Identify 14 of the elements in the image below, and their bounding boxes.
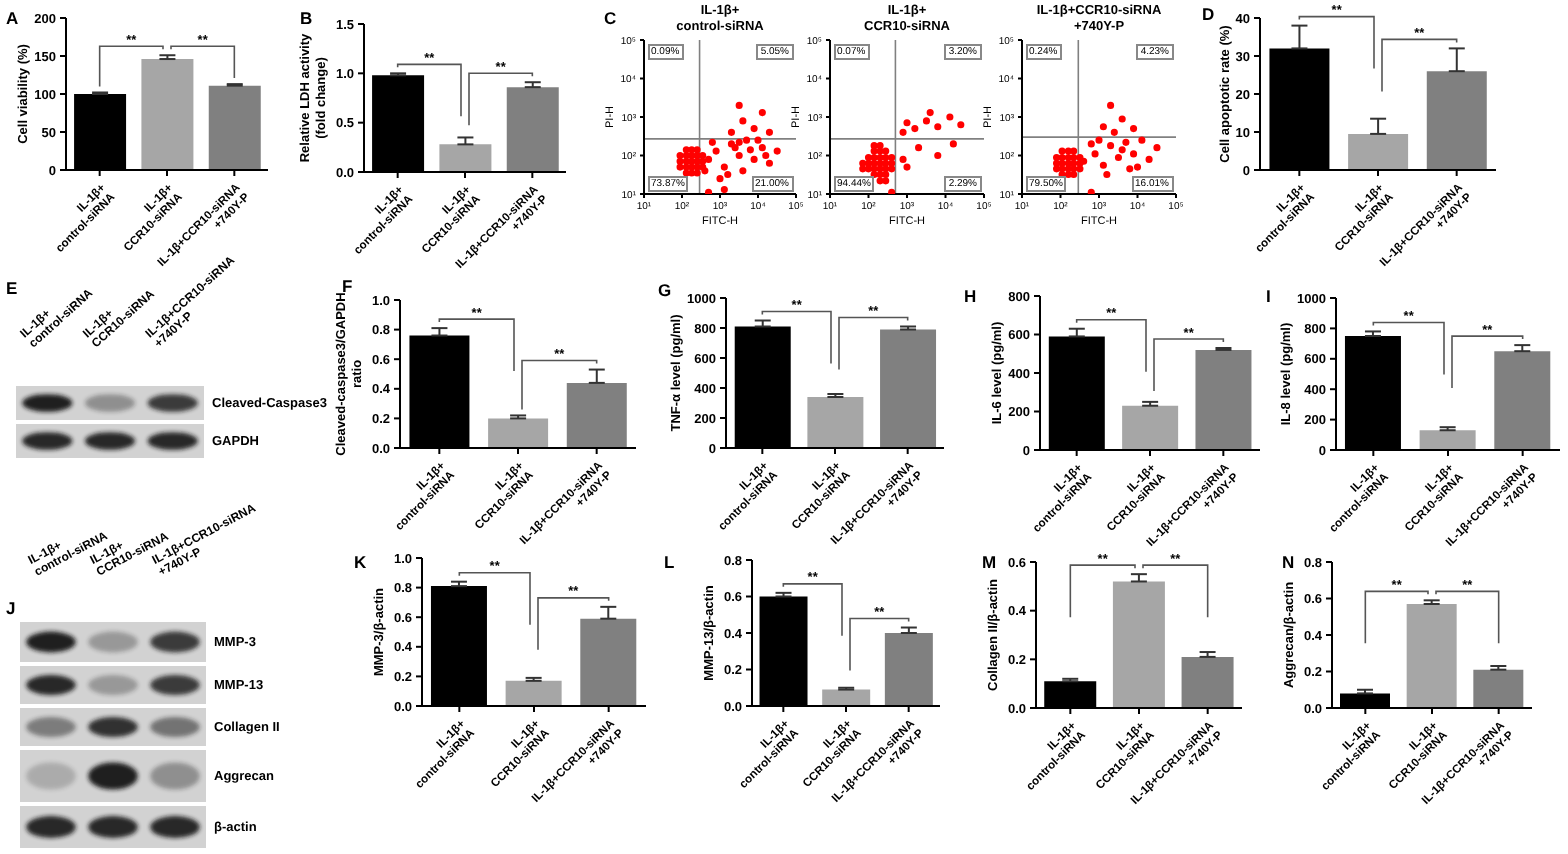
chart-title: N xyxy=(1282,552,1295,572)
chart-title: C xyxy=(604,8,617,28)
chart-title: K xyxy=(354,552,368,572)
chart-title: B xyxy=(300,8,313,28)
chart-title: I xyxy=(1266,286,1271,306)
chart-title: G xyxy=(658,280,672,300)
chart-title: H xyxy=(964,286,977,306)
chart-title: A xyxy=(6,8,19,28)
chart-title: F xyxy=(342,276,353,296)
chart-title: L xyxy=(664,552,675,572)
chart-title: D xyxy=(1202,4,1215,24)
text: J xyxy=(6,598,16,618)
chart-title: M xyxy=(982,552,997,572)
text: E xyxy=(6,278,18,298)
